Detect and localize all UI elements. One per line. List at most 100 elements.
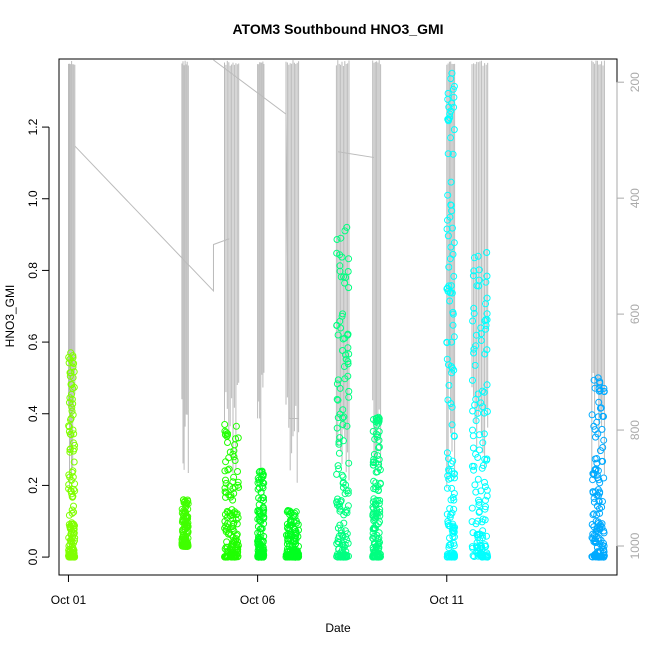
data-point: [375, 552, 383, 560]
pressure-trace-transit: [337, 151, 375, 159]
data-point: [472, 488, 480, 496]
data-point: [598, 520, 606, 528]
data-point: [179, 534, 187, 542]
data-point: [340, 519, 348, 527]
data-point: [472, 331, 480, 339]
data-point: [475, 496, 482, 504]
data-point: [184, 542, 191, 550]
data-point: [229, 485, 237, 492]
data-point: [373, 421, 381, 429]
data-point: [448, 403, 456, 411]
data-point: [65, 546, 73, 554]
data-point: [334, 552, 342, 560]
data-point: [445, 381, 453, 389]
data-point: [594, 553, 602, 561]
data-point: [595, 398, 603, 406]
data-point: [474, 252, 482, 260]
data-point: [482, 278, 490, 286]
data-point: [595, 387, 603, 395]
data-point: [477, 549, 484, 557]
data-point: [221, 511, 229, 518]
data-point: [447, 460, 455, 468]
data-point: [69, 544, 77, 552]
data-point: [591, 455, 599, 463]
data-point: [344, 360, 352, 368]
data-point: [178, 505, 186, 513]
data-point: [224, 439, 231, 446]
data-point: [471, 361, 479, 369]
data-point: [232, 422, 240, 430]
data-point: [448, 69, 456, 77]
data-point: [451, 474, 458, 482]
data-point: [68, 381, 76, 389]
data-point: [260, 513, 268, 521]
data-point: [232, 535, 240, 543]
y-tick-label: 0.2: [26, 477, 40, 494]
data-point: [483, 346, 491, 354]
data-point: [336, 505, 344, 513]
data-point: [370, 450, 378, 458]
data-point: [448, 289, 456, 297]
data-point: [479, 403, 487, 411]
data-point: [333, 380, 341, 388]
data-point: [234, 538, 241, 546]
data-point: [451, 470, 458, 478]
data-point: [337, 234, 345, 242]
data-point: [448, 509, 456, 517]
data-point: [600, 413, 607, 420]
data-point: [224, 553, 232, 561]
data-point: [595, 385, 603, 393]
data-point: [338, 471, 346, 479]
data-point: [259, 479, 267, 487]
data-point: [374, 542, 382, 550]
data-point: [478, 531, 486, 539]
data-point: [222, 543, 230, 551]
data-point: [67, 415, 75, 422]
x-tick-label: Oct 06: [240, 593, 276, 607]
data-point: [447, 288, 455, 296]
data-point: [221, 488, 229, 496]
data-point: [479, 534, 487, 542]
data-point: [447, 243, 455, 251]
data-point: [373, 506, 381, 514]
data-point: [470, 310, 478, 317]
data-point: [339, 310, 347, 318]
data-point: [68, 404, 76, 411]
data-point: [179, 516, 187, 524]
data-point: [342, 527, 349, 535]
data-point: [234, 546, 242, 553]
data-point: [447, 496, 455, 504]
data-point: [342, 355, 350, 363]
data-point: [483, 532, 490, 540]
pressure-trace: [68, 59, 605, 488]
data-point: [336, 434, 344, 442]
data-point: [255, 501, 263, 509]
y2-tick-label: 1000: [628, 532, 642, 559]
data-point: [339, 421, 347, 428]
data-point: [222, 526, 230, 534]
x-axis-label: Date: [325, 621, 351, 635]
data-point: [590, 376, 598, 384]
data-point: [71, 537, 78, 545]
data-point: [469, 376, 476, 384]
data-point: [483, 381, 491, 389]
data-point: [230, 490, 238, 497]
data-point: [448, 484, 456, 492]
data-point: [369, 543, 377, 551]
y-tick-label: 1.0: [26, 190, 40, 207]
data-point: [445, 103, 453, 111]
data-point: [286, 551, 294, 559]
data-point: [230, 473, 238, 481]
data-point: [447, 540, 455, 548]
data-point: [333, 322, 341, 329]
data-point: [259, 543, 267, 551]
data-point: [69, 411, 77, 419]
data-point: [596, 524, 604, 532]
data-point: [227, 553, 235, 561]
data-point: [334, 331, 342, 339]
data-point: [450, 539, 458, 547]
data-point: [444, 89, 452, 97]
data-point: [292, 508, 300, 516]
data-point: [443, 449, 451, 457]
data-point: [224, 466, 232, 474]
